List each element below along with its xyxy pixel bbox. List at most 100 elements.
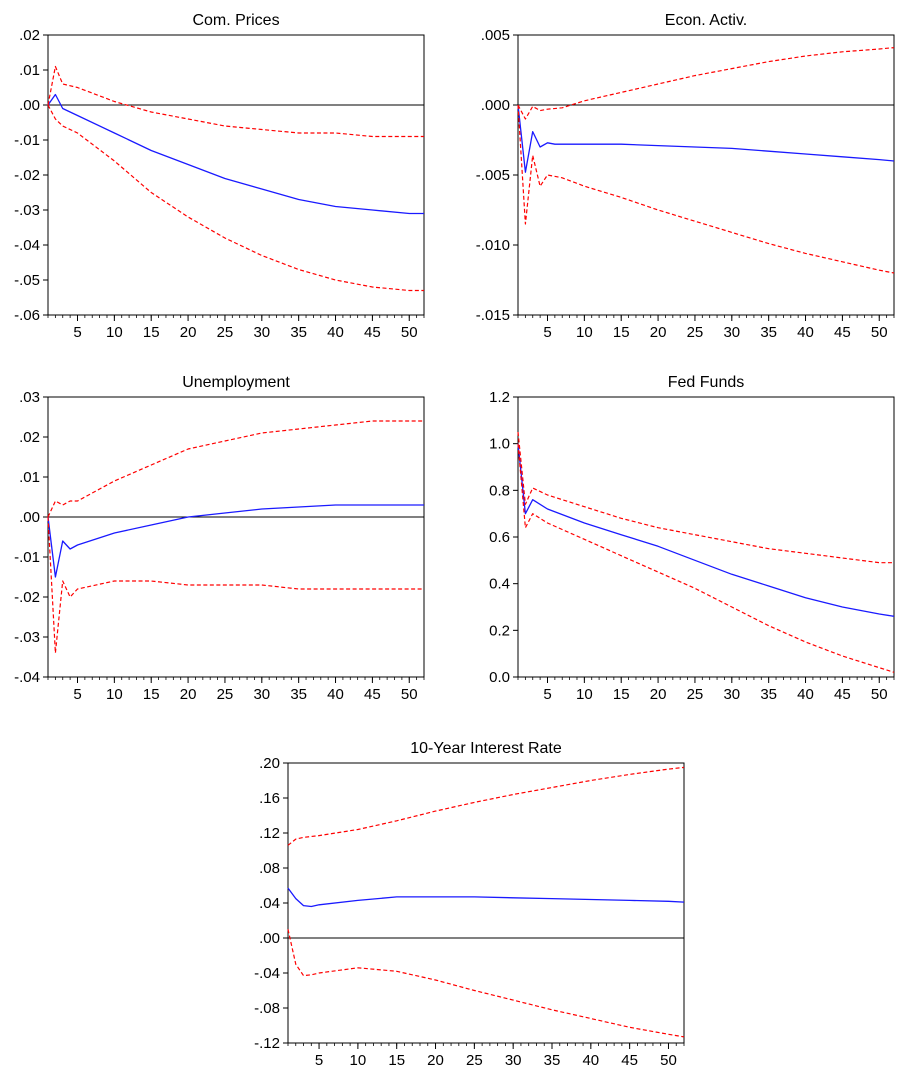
x-tick-label: 45 xyxy=(364,324,381,341)
y-tick-label: .08 xyxy=(259,860,280,877)
y-tick-label: .01 xyxy=(19,62,40,79)
y-tick-label: 0.4 xyxy=(489,576,510,593)
chart-panel: Econ. Activ. .005 .000 -.005 -.010 -.015 5 10 15… xyxy=(476,12,895,341)
y-tick-label: .00 xyxy=(19,97,40,114)
y-tick-label: .03 xyxy=(19,389,40,406)
y-tick-label: 1.2 xyxy=(489,389,510,406)
y-tick-label: -.12 xyxy=(254,1035,280,1052)
y-tick-label: -.010 xyxy=(476,237,510,254)
x-tick-label: 20 xyxy=(427,1052,444,1067)
x-tick-label: 30 xyxy=(723,686,740,703)
y-tick-label: -.03 xyxy=(14,202,40,219)
chart-title: 10-Year Interest Rate xyxy=(410,740,562,757)
x-tick-label: 20 xyxy=(180,324,197,341)
x-tick-label: 45 xyxy=(364,686,381,703)
x-tick-label: 5 xyxy=(73,686,81,703)
y-tick-label: -.01 xyxy=(14,549,40,566)
x-tick-label: 5 xyxy=(73,324,81,341)
y-tick-label: -.02 xyxy=(14,589,40,606)
x-tick-label: 30 xyxy=(253,324,270,341)
x-tick-label: 50 xyxy=(401,324,418,341)
x-tick-label: 25 xyxy=(466,1052,483,1067)
chart-title: Econ. Activ. xyxy=(665,12,747,29)
series-line-upper xyxy=(517,47,895,120)
x-tick-label: 25 xyxy=(217,686,234,703)
x-tick-label: 40 xyxy=(582,1052,599,1067)
x-tick-label: 15 xyxy=(143,686,160,703)
plot-frame xyxy=(517,396,895,678)
plot-frame xyxy=(287,762,685,1044)
x-tick-label: 35 xyxy=(290,324,307,341)
y-tick-label: .04 xyxy=(259,895,280,912)
x-tick-label: 45 xyxy=(621,1052,638,1067)
x-tick-label: 15 xyxy=(613,324,630,341)
x-tick-label: 10 xyxy=(576,324,593,341)
y-tick-label: 0.2 xyxy=(489,622,510,639)
y-tick-label: .000 xyxy=(481,97,510,114)
series-line-lower xyxy=(47,516,424,654)
y-tick-label: -.02 xyxy=(14,167,40,184)
y-tick-label: -.04 xyxy=(14,237,40,254)
x-tick-label: 35 xyxy=(290,686,307,703)
x-tick-label: 20 xyxy=(650,686,667,703)
chart-panel: Com. Prices .02 .01 .00 -.01 -.02 -.03 -.04 -.05… xyxy=(14,12,425,341)
x-tick-label: 30 xyxy=(253,686,270,703)
chart-title: Fed Funds xyxy=(668,374,744,391)
x-tick-label: 15 xyxy=(143,324,160,341)
y-tick-label: .005 xyxy=(481,27,510,44)
y-tick-label: .00 xyxy=(259,930,280,947)
chart-panel: Unemployment .03 .02 .01 .00 -.01 -.02 -.03 -.04… xyxy=(14,374,425,703)
chart-title: Unemployment xyxy=(182,374,290,391)
y-tick-label: -.06 xyxy=(14,307,40,324)
x-tick-label: 40 xyxy=(327,324,344,341)
series-line-estimate xyxy=(287,887,685,908)
y-tick-label: .12 xyxy=(259,825,280,842)
y-tick-label: .02 xyxy=(19,27,40,44)
series-line-estimate xyxy=(517,104,895,173)
y-tick-label: .01 xyxy=(19,469,40,486)
x-tick-label: 10 xyxy=(576,686,593,703)
x-tick-label: 10 xyxy=(350,1052,367,1067)
series-line-lower xyxy=(517,443,895,673)
plot-frame xyxy=(47,396,425,678)
x-tick-label: 5 xyxy=(543,324,551,341)
x-tick-label: 25 xyxy=(687,686,704,703)
series-line-lower xyxy=(47,104,424,292)
x-tick-label: 10 xyxy=(106,686,123,703)
plot-frame xyxy=(47,34,425,316)
x-tick-label: 30 xyxy=(505,1052,522,1067)
x-tick-label: 45 xyxy=(834,686,851,703)
y-tick-label: -.05 xyxy=(14,272,40,289)
series-line-estimate xyxy=(47,504,424,578)
x-tick-label: 10 xyxy=(106,324,123,341)
x-tick-label: 50 xyxy=(871,324,888,341)
x-tick-label: 25 xyxy=(217,324,234,341)
y-tick-label: -.005 xyxy=(476,167,510,184)
x-tick-label: 50 xyxy=(660,1052,677,1067)
x-tick-label: 15 xyxy=(613,686,630,703)
chart-panel: 10-Year Interest Rate .20 .16 .12 .08 .04 .00 -… xyxy=(254,740,685,1069)
y-tick-label: 1.0 xyxy=(489,436,510,453)
y-tick-label: -.04 xyxy=(14,669,40,686)
y-tick-label: .20 xyxy=(259,755,280,772)
y-tick-label: -.03 xyxy=(14,629,40,646)
x-tick-label: 50 xyxy=(871,686,888,703)
y-tick-label: -.04 xyxy=(254,965,280,982)
y-tick-label: -.015 xyxy=(476,307,510,324)
x-tick-label: 35 xyxy=(544,1052,561,1067)
chart-title: Com. Prices xyxy=(192,12,279,29)
x-tick-label: 50 xyxy=(401,686,418,703)
x-tick-label: 35 xyxy=(760,686,777,703)
x-tick-label: 45 xyxy=(834,324,851,341)
x-tick-label: 5 xyxy=(315,1052,323,1067)
x-tick-label: 20 xyxy=(650,324,667,341)
x-tick-label: 15 xyxy=(388,1052,405,1067)
series-line-lower xyxy=(517,104,895,274)
y-tick-label: -.08 xyxy=(254,1000,280,1017)
x-tick-label: 5 xyxy=(543,686,551,703)
x-tick-label: 25 xyxy=(687,324,704,341)
y-tick-label: .16 xyxy=(259,790,280,807)
x-tick-label: 40 xyxy=(797,686,814,703)
